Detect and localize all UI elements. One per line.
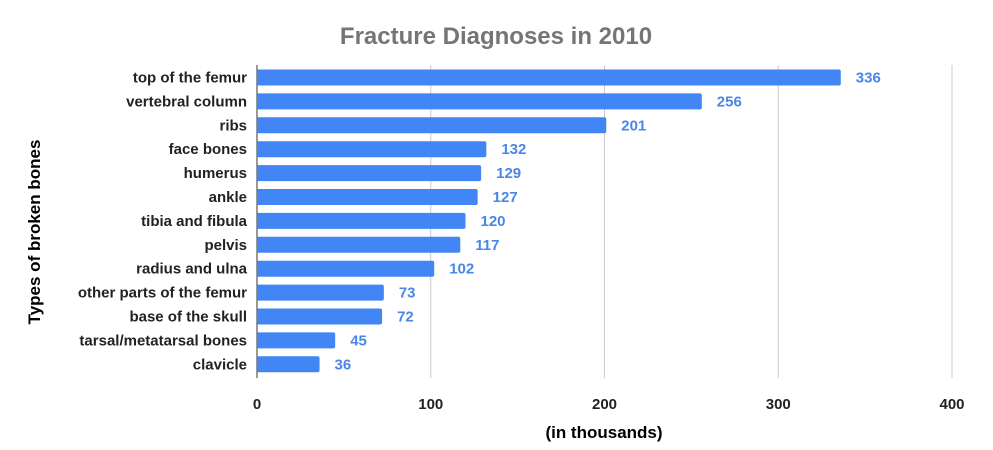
data-label: 201	[621, 117, 646, 134]
data-label: 127	[493, 189, 518, 206]
data-label: 45	[350, 332, 367, 349]
data-label: 102	[449, 261, 474, 278]
data-label: 256	[717, 93, 742, 110]
category-label: top of the femur	[133, 70, 247, 87]
data-label: 336	[856, 70, 881, 87]
bars	[257, 69, 841, 373]
category-labels: top of the femur vertebral column ribs face…	[78, 70, 248, 374]
category-label: ribs	[219, 117, 247, 134]
x-tick-label-0: 0	[253, 396, 261, 413]
chart-title: Fracture Diagnoses in 2010	[340, 23, 652, 50]
bar	[257, 332, 336, 349]
category-label: tibia and fibula	[141, 213, 247, 230]
bar	[257, 260, 435, 277]
data-label: 120	[481, 213, 506, 230]
category-label: other parts of the femur	[78, 285, 247, 302]
x-axis-title: (in thousands)	[545, 423, 662, 442]
category-label: pelvis	[204, 237, 247, 254]
bar	[257, 93, 702, 110]
bar	[257, 236, 461, 253]
gridlines	[256, 65, 953, 378]
category-label: clavicle	[193, 356, 247, 373]
x-tick-label-400: 400	[939, 396, 964, 413]
x-tick-labels: 0 100 200 300 400	[253, 396, 965, 413]
data-label: 73	[399, 285, 416, 302]
category-label: radius and ulna	[136, 261, 248, 278]
x-tick-label-300: 300	[766, 396, 791, 413]
category-label: base of the skull	[129, 309, 247, 326]
bar	[257, 308, 383, 325]
x-tick-label-200: 200	[592, 396, 617, 413]
category-label: humerus	[184, 165, 247, 182]
bar	[257, 117, 607, 134]
category-label: vertebral column	[126, 93, 247, 110]
data-label: 117	[475, 237, 499, 254]
bar	[257, 141, 487, 158]
y-axis-title: Types of broken bones	[25, 140, 44, 325]
category-label: face bones	[169, 141, 247, 158]
category-label: ankle	[209, 189, 247, 206]
bar	[257, 356, 320, 373]
bar	[257, 165, 482, 182]
bar	[257, 69, 841, 86]
data-label: 129	[496, 165, 521, 182]
bar	[257, 212, 466, 229]
bar	[257, 189, 478, 205]
data-label: 72	[397, 309, 414, 326]
x-tick-label-100: 100	[418, 396, 443, 413]
data-label: 36	[335, 356, 352, 373]
category-label: tarsal/metatarsal bones	[79, 332, 247, 349]
bar	[257, 284, 384, 301]
data-label: 132	[501, 141, 526, 158]
